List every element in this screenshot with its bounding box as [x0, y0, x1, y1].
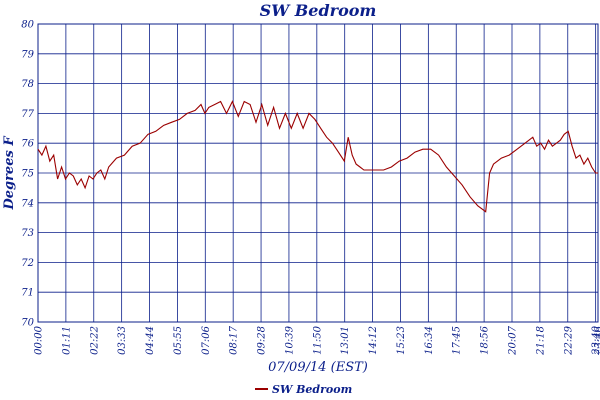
y-tick-label: 77 [21, 109, 34, 120]
x-tick-label: 10:39 [284, 325, 295, 354]
y-tick-label: 80 [21, 20, 34, 31]
x-tick-label: 22:29 [563, 325, 574, 355]
x-tick-label: 01:11 [61, 326, 72, 355]
x-tick-label: 04:44 [145, 326, 156, 355]
x-tick-label: 08:17 [229, 325, 240, 354]
x-tick-label: 14:12 [368, 326, 379, 355]
x-tick-label: 00:00 [34, 325, 45, 354]
y-tick-label: 75 [21, 169, 34, 180]
y-axis-ticks: 70 71 72 73 74 75 76 77 78 79 80 [21, 20, 34, 329]
grid-lines [37, 23, 599, 323]
y-tick-label: 76 [21, 139, 34, 150]
x-tick-label: 15:23 [396, 326, 407, 355]
x-tick-label: 17:45 [452, 326, 463, 355]
y-tick-label: 72 [21, 258, 34, 269]
x-tick-label: 07:06 [201, 325, 212, 354]
legend: SW Bedroom [255, 383, 352, 396]
y-axis-label: Degrees F [2, 136, 17, 211]
y-tick-label: 78 [21, 79, 34, 90]
x-tick-label: 20:07 [507, 325, 518, 355]
y-tick-label: 70 [21, 318, 34, 329]
x-tick-label: 23:46 [594, 325, 600, 355]
x-tick-label: 02:22 [89, 326, 100, 355]
y-tick-label: 79 [21, 49, 34, 60]
y-tick-label: 73 [21, 228, 34, 239]
x-tick-label: 18:56 [480, 325, 491, 354]
chart-title: SW Bedroom [260, 1, 377, 20]
legend-label: SW Bedroom [272, 383, 352, 396]
x-tick-label: 03:33 [117, 326, 128, 355]
x-tick-label: 21:18 [535, 326, 546, 356]
x-axis-label: 07/09/14 (EST) [268, 360, 368, 375]
x-tick-label: 05:55 [173, 326, 184, 355]
y-tick-label: 74 [21, 198, 34, 209]
x-tick-label: 13:01 [340, 326, 351, 355]
x-tick-label: 11:50 [312, 325, 323, 354]
x-tick-label: 09:28 [257, 326, 268, 355]
x-axis-ticks: 00:00 01:11 02:22 03:33 04:44 05:55 07:06 08:17… [34, 325, 600, 355]
x-tick-label: 23:40 [591, 325, 600, 355]
y-tick-label: 71 [21, 288, 34, 299]
series-line-sw-bedroom [37, 100, 598, 213]
x-tick-label: 16:34 [424, 326, 435, 355]
